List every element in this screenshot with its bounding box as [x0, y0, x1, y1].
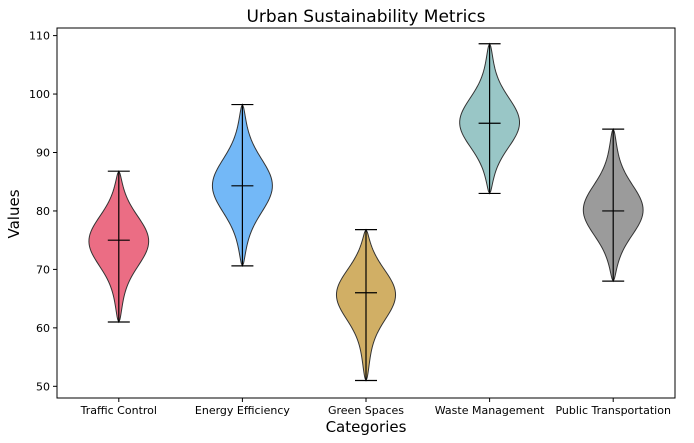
y-tick-label: 70	[36, 263, 50, 276]
y-axis: 50 60 70 80 90 100 110	[29, 30, 57, 393]
y-tick-label: 60	[36, 322, 50, 335]
x-tick-label: Green Spaces	[328, 404, 404, 417]
y-axis-label: Values	[5, 189, 23, 238]
y-tick-label: 100	[29, 88, 50, 101]
x-axis: Traffic Control Energy Efficiency Green Sp…	[80, 398, 671, 417]
x-tick-label: Traffic Control	[80, 404, 157, 417]
y-tick-label: 110	[29, 30, 50, 43]
y-tick-label: 50	[36, 380, 50, 393]
chart-title: Urban Sustainability Metrics	[246, 7, 485, 27]
x-tick-label: Public Transportation	[555, 404, 671, 417]
x-tick-label: Energy Efficiency	[195, 404, 290, 417]
x-axis-label: Categories	[326, 418, 407, 436]
plot-area	[56, 27, 676, 399]
y-tick-label: 90	[36, 147, 50, 160]
x-tick-label: Waste Management	[435, 404, 545, 417]
y-tick-label: 80	[36, 205, 50, 218]
